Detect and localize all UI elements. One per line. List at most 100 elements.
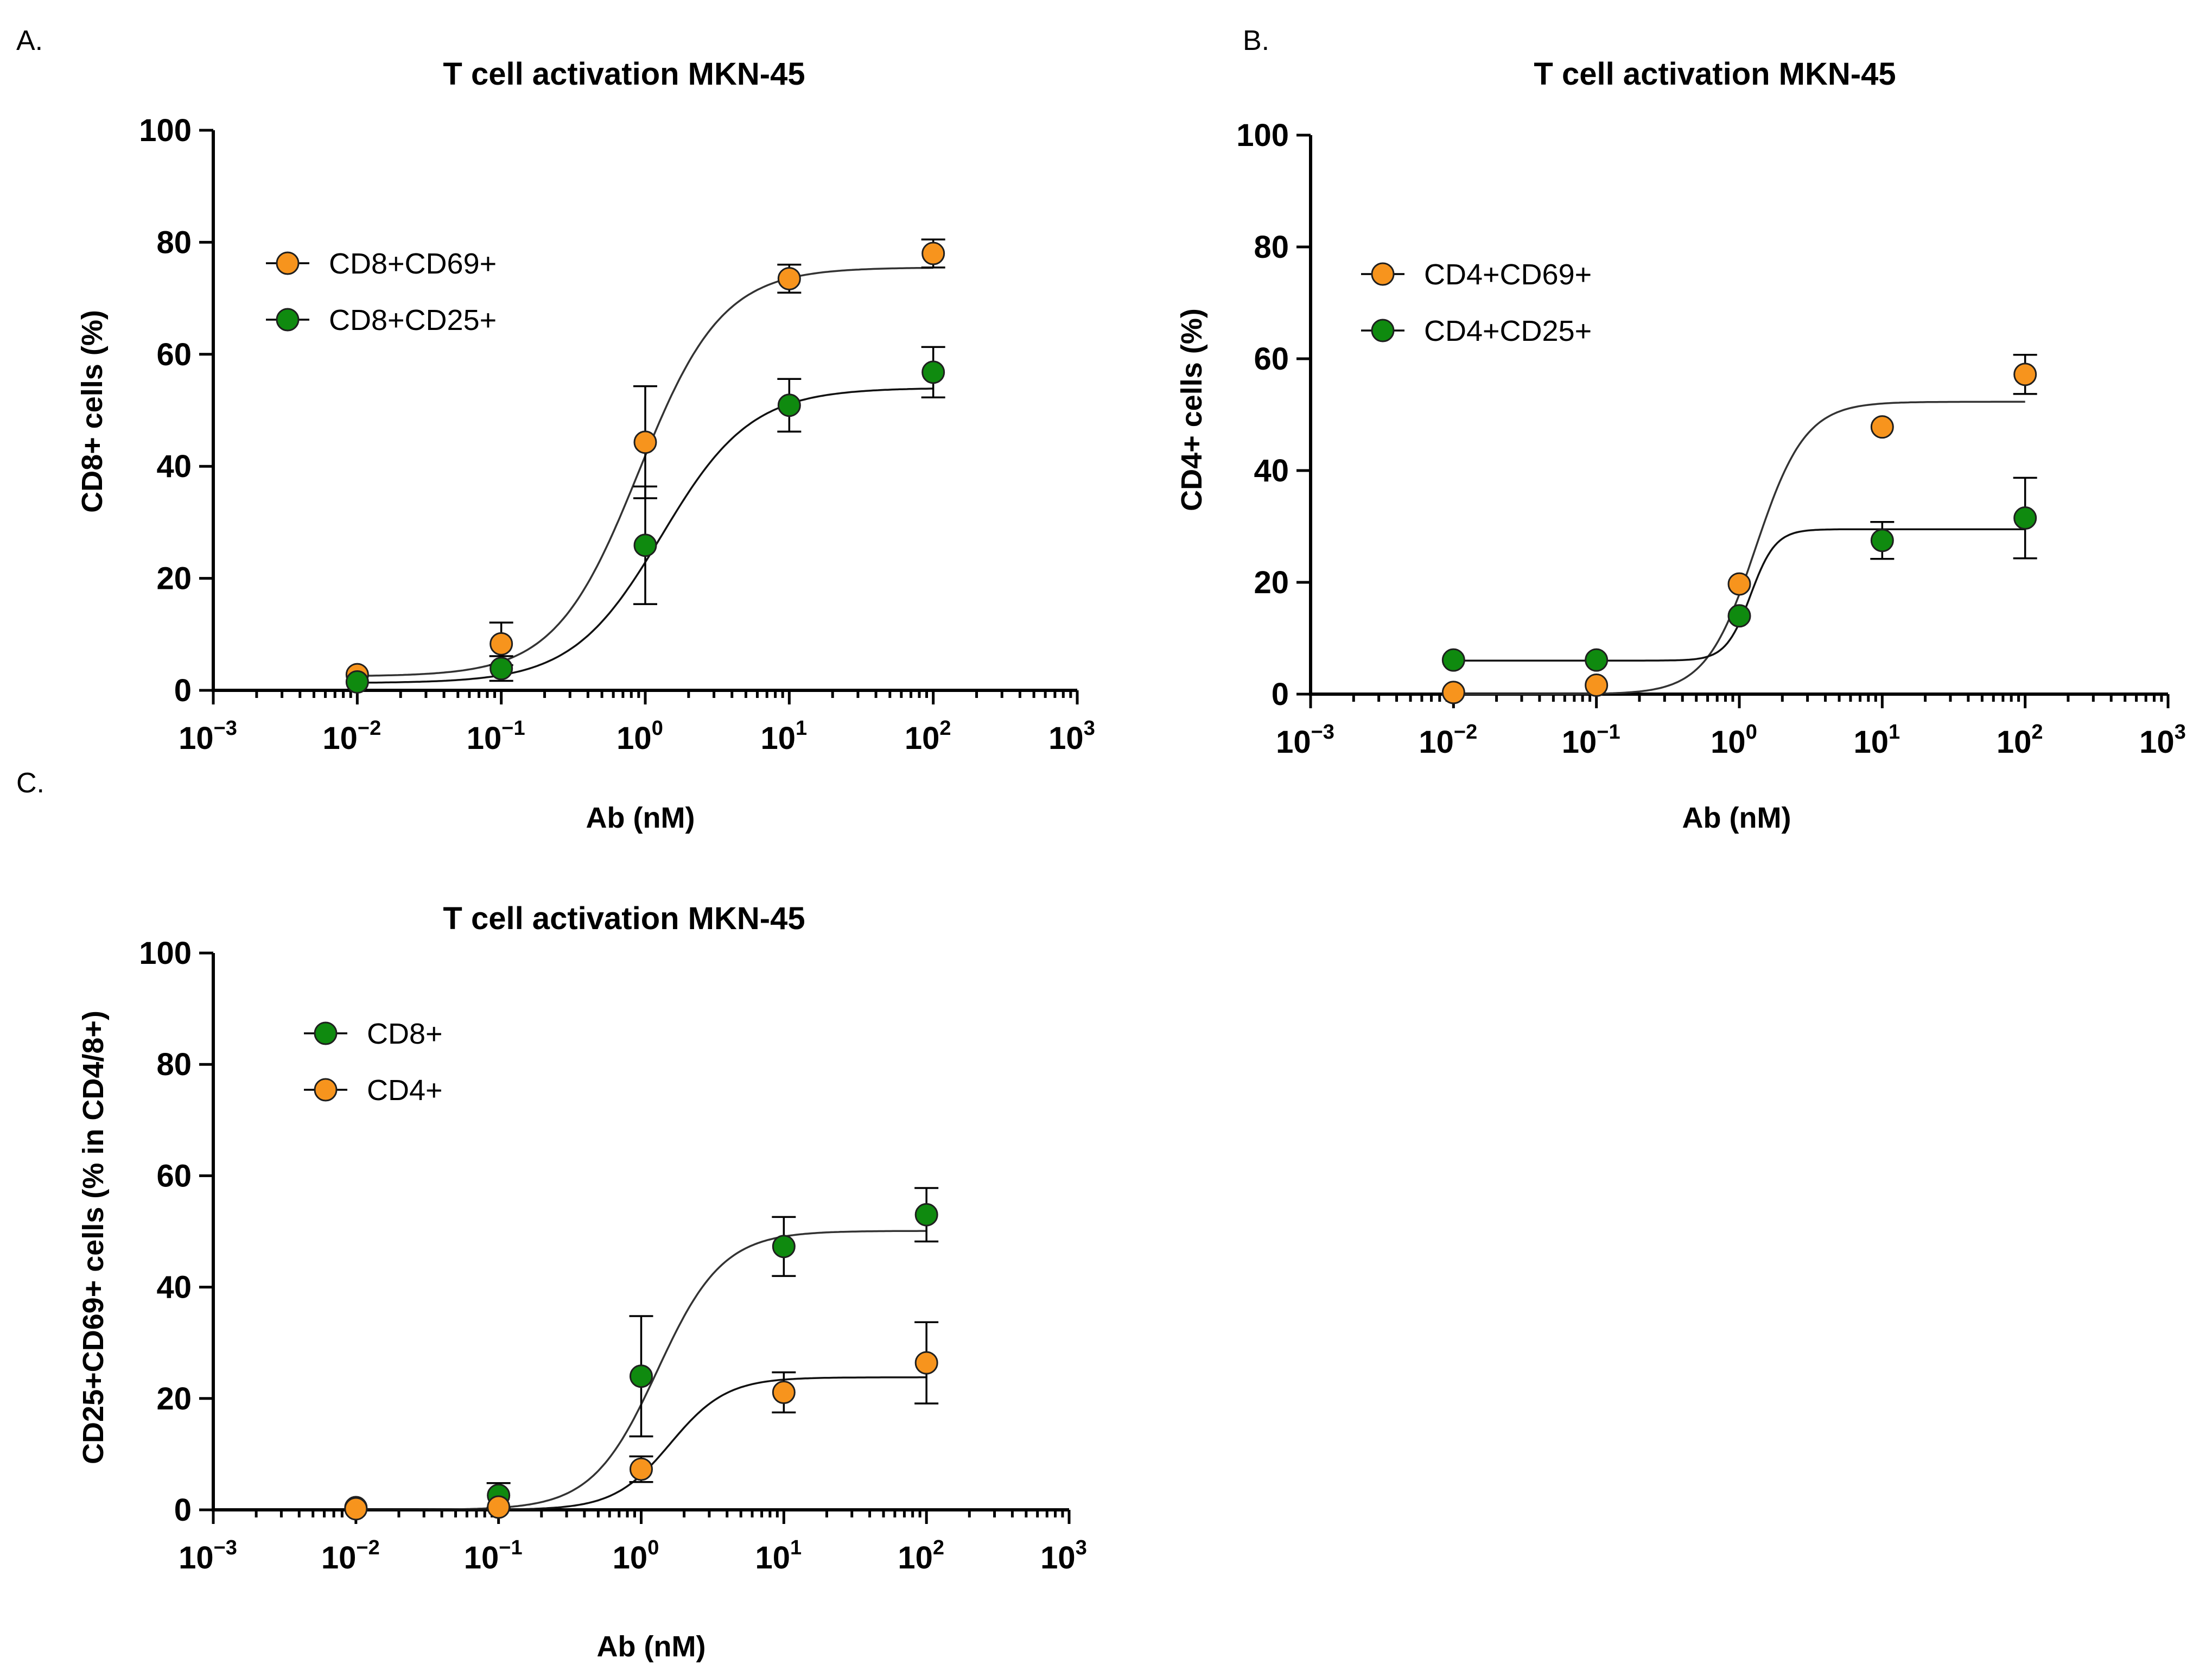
legend-item: CD4+ <box>304 1074 443 1107</box>
x-tick-label: 101 <box>761 717 808 756</box>
y-tick-label: 0 <box>1272 677 1289 712</box>
legend-item: CD4+CD25+ <box>1361 315 1592 347</box>
series-cd8-cd25 <box>345 346 945 694</box>
x-tick-label: 10−2 <box>321 1536 380 1576</box>
series-cd8-cd69 <box>345 238 945 687</box>
x-tick-label: 103 <box>1048 717 1095 756</box>
y-tick-label: 100 <box>139 936 192 971</box>
data-point <box>1441 648 1465 672</box>
legend-b: CD4+CD69+ CD4+CD25+ <box>1361 258 1592 347</box>
data-point <box>914 1351 938 1375</box>
data-point <box>633 533 657 557</box>
data-point <box>490 657 513 681</box>
x-axis-label-a: Ab (nM) <box>586 802 695 834</box>
data-point <box>921 360 945 384</box>
data-point <box>1870 415 1894 439</box>
data-point <box>490 632 513 656</box>
legend-marker <box>314 1021 338 1045</box>
y-tick-label: 20 <box>1254 565 1289 600</box>
y-axis-label-b: CD4+ cells (%) <box>1175 308 1208 511</box>
axes-a: 0 20 40 60 80 100 10−3 10−2 10−1 100 101 102 103 <box>139 113 1095 756</box>
data-point <box>630 1457 653 1481</box>
legend-item: CD4+CD69+ <box>1361 258 1592 291</box>
data-point <box>2013 363 2037 386</box>
legend-marker <box>314 1078 338 1102</box>
legend-marker <box>1371 319 1395 342</box>
y-tick-label: 100 <box>139 113 192 148</box>
legend-label: CD8+ <box>367 1018 443 1050</box>
data-point <box>1727 604 1751 628</box>
x-tick-label: 101 <box>755 1536 802 1576</box>
data-point <box>1585 674 1609 697</box>
y-tick-label: 20 <box>156 1381 192 1416</box>
data-point <box>1585 648 1609 672</box>
x-tick-label: 10−1 <box>1562 721 1620 760</box>
x-tick-label: 10−3 <box>179 1536 237 1576</box>
x-tick-label: 100 <box>616 717 663 756</box>
data-point <box>1870 529 1894 552</box>
x-tick-label: 10−2 <box>322 717 381 756</box>
plot-area-a <box>345 238 945 694</box>
plot-area-c <box>344 1187 939 1521</box>
panel-label-c: C. <box>16 767 45 799</box>
legend-a: CD8+CD69+ CD8+CD25+ <box>266 247 497 336</box>
legend-label: CD8+CD69+ <box>329 247 497 280</box>
data-point <box>777 393 801 417</box>
legend-label: CD4+ <box>367 1074 443 1107</box>
data-point <box>772 1381 796 1405</box>
legend-item: CD8+CD69+ <box>266 247 497 280</box>
data-point <box>1727 572 1751 596</box>
legend-label: CD4+CD69+ <box>1424 258 1592 291</box>
data-point <box>921 242 945 265</box>
data-point <box>2013 506 2037 530</box>
legend-label: CD4+CD25+ <box>1424 315 1592 347</box>
x-tick-label: 10−2 <box>1419 721 1477 760</box>
chart-title-b: T cell activation MKN-45 <box>1534 56 1896 92</box>
legend-marker <box>276 251 300 275</box>
legend-c: CD8+ CD4+ <box>304 1018 443 1107</box>
series-cd4-cd69 <box>1441 354 2037 704</box>
x-tick-label: 102 <box>898 1536 944 1576</box>
panel-c: C. T cell activation MKN-45 Ab (nM) CD25… <box>16 767 1087 1663</box>
y-tick-label: 80 <box>156 1047 192 1082</box>
data-point <box>777 266 801 290</box>
y-tick-label: 80 <box>1254 230 1289 265</box>
y-tick-label: 0 <box>174 1492 192 1528</box>
chart-title-c: T cell activation MKN-45 <box>443 901 805 936</box>
panel-label-a: A. <box>16 25 43 56</box>
y-tick-label: 40 <box>156 1270 192 1305</box>
y-tick-label: 20 <box>156 561 192 596</box>
series-cd4-cd25 <box>1441 477 2037 672</box>
x-tick-label: 10−3 <box>1276 721 1334 760</box>
y-axis-label-a: CD8+ cells (%) <box>76 310 109 513</box>
y-tick-label: 40 <box>156 449 192 484</box>
x-axis-label-b: Ab (nM) <box>1682 802 1791 834</box>
x-tick-label: 10−1 <box>464 1536 523 1576</box>
data-point <box>630 1364 653 1388</box>
data-point <box>344 1497 368 1521</box>
x-tick-label: 102 <box>905 717 951 756</box>
data-point <box>487 1495 511 1519</box>
legend-label: CD8+CD25+ <box>329 304 497 336</box>
x-tick-label: 102 <box>1997 721 2043 760</box>
panel-b: B. T cell activation MKN-45 Ab (nM) CD4+… <box>1175 25 2186 834</box>
fit-curve <box>1453 401 2025 695</box>
x-tick-label: 10−1 <box>467 717 525 756</box>
panel-label-b: B. <box>1243 25 1269 56</box>
y-tick-label: 80 <box>156 225 192 260</box>
y-tick-label: 60 <box>1254 341 1289 377</box>
x-axis-label-c: Ab (nM) <box>597 1630 706 1663</box>
axes-c: 0 20 40 60 80 100 10−3 10−2 10−1 100 101 102 103 <box>139 936 1087 1576</box>
series-cd4 <box>344 1321 939 1521</box>
x-tick-label: 10−3 <box>179 717 237 756</box>
y-tick-label: 40 <box>1254 453 1289 488</box>
y-axis-label-c: CD25+CD69+ cells (% in CD4/8+) <box>77 1011 110 1464</box>
x-tick-label: 103 <box>2139 721 2186 760</box>
x-tick-label: 100 <box>1711 721 1757 760</box>
data-point <box>914 1203 938 1227</box>
axes-b: 0 20 40 60 80 100 10−3 10−2 10−1 100 101 102 103 <box>1236 118 2186 760</box>
plot-area-b <box>1441 354 2037 704</box>
y-tick-label: 60 <box>156 1158 192 1193</box>
legend-marker <box>276 308 300 332</box>
